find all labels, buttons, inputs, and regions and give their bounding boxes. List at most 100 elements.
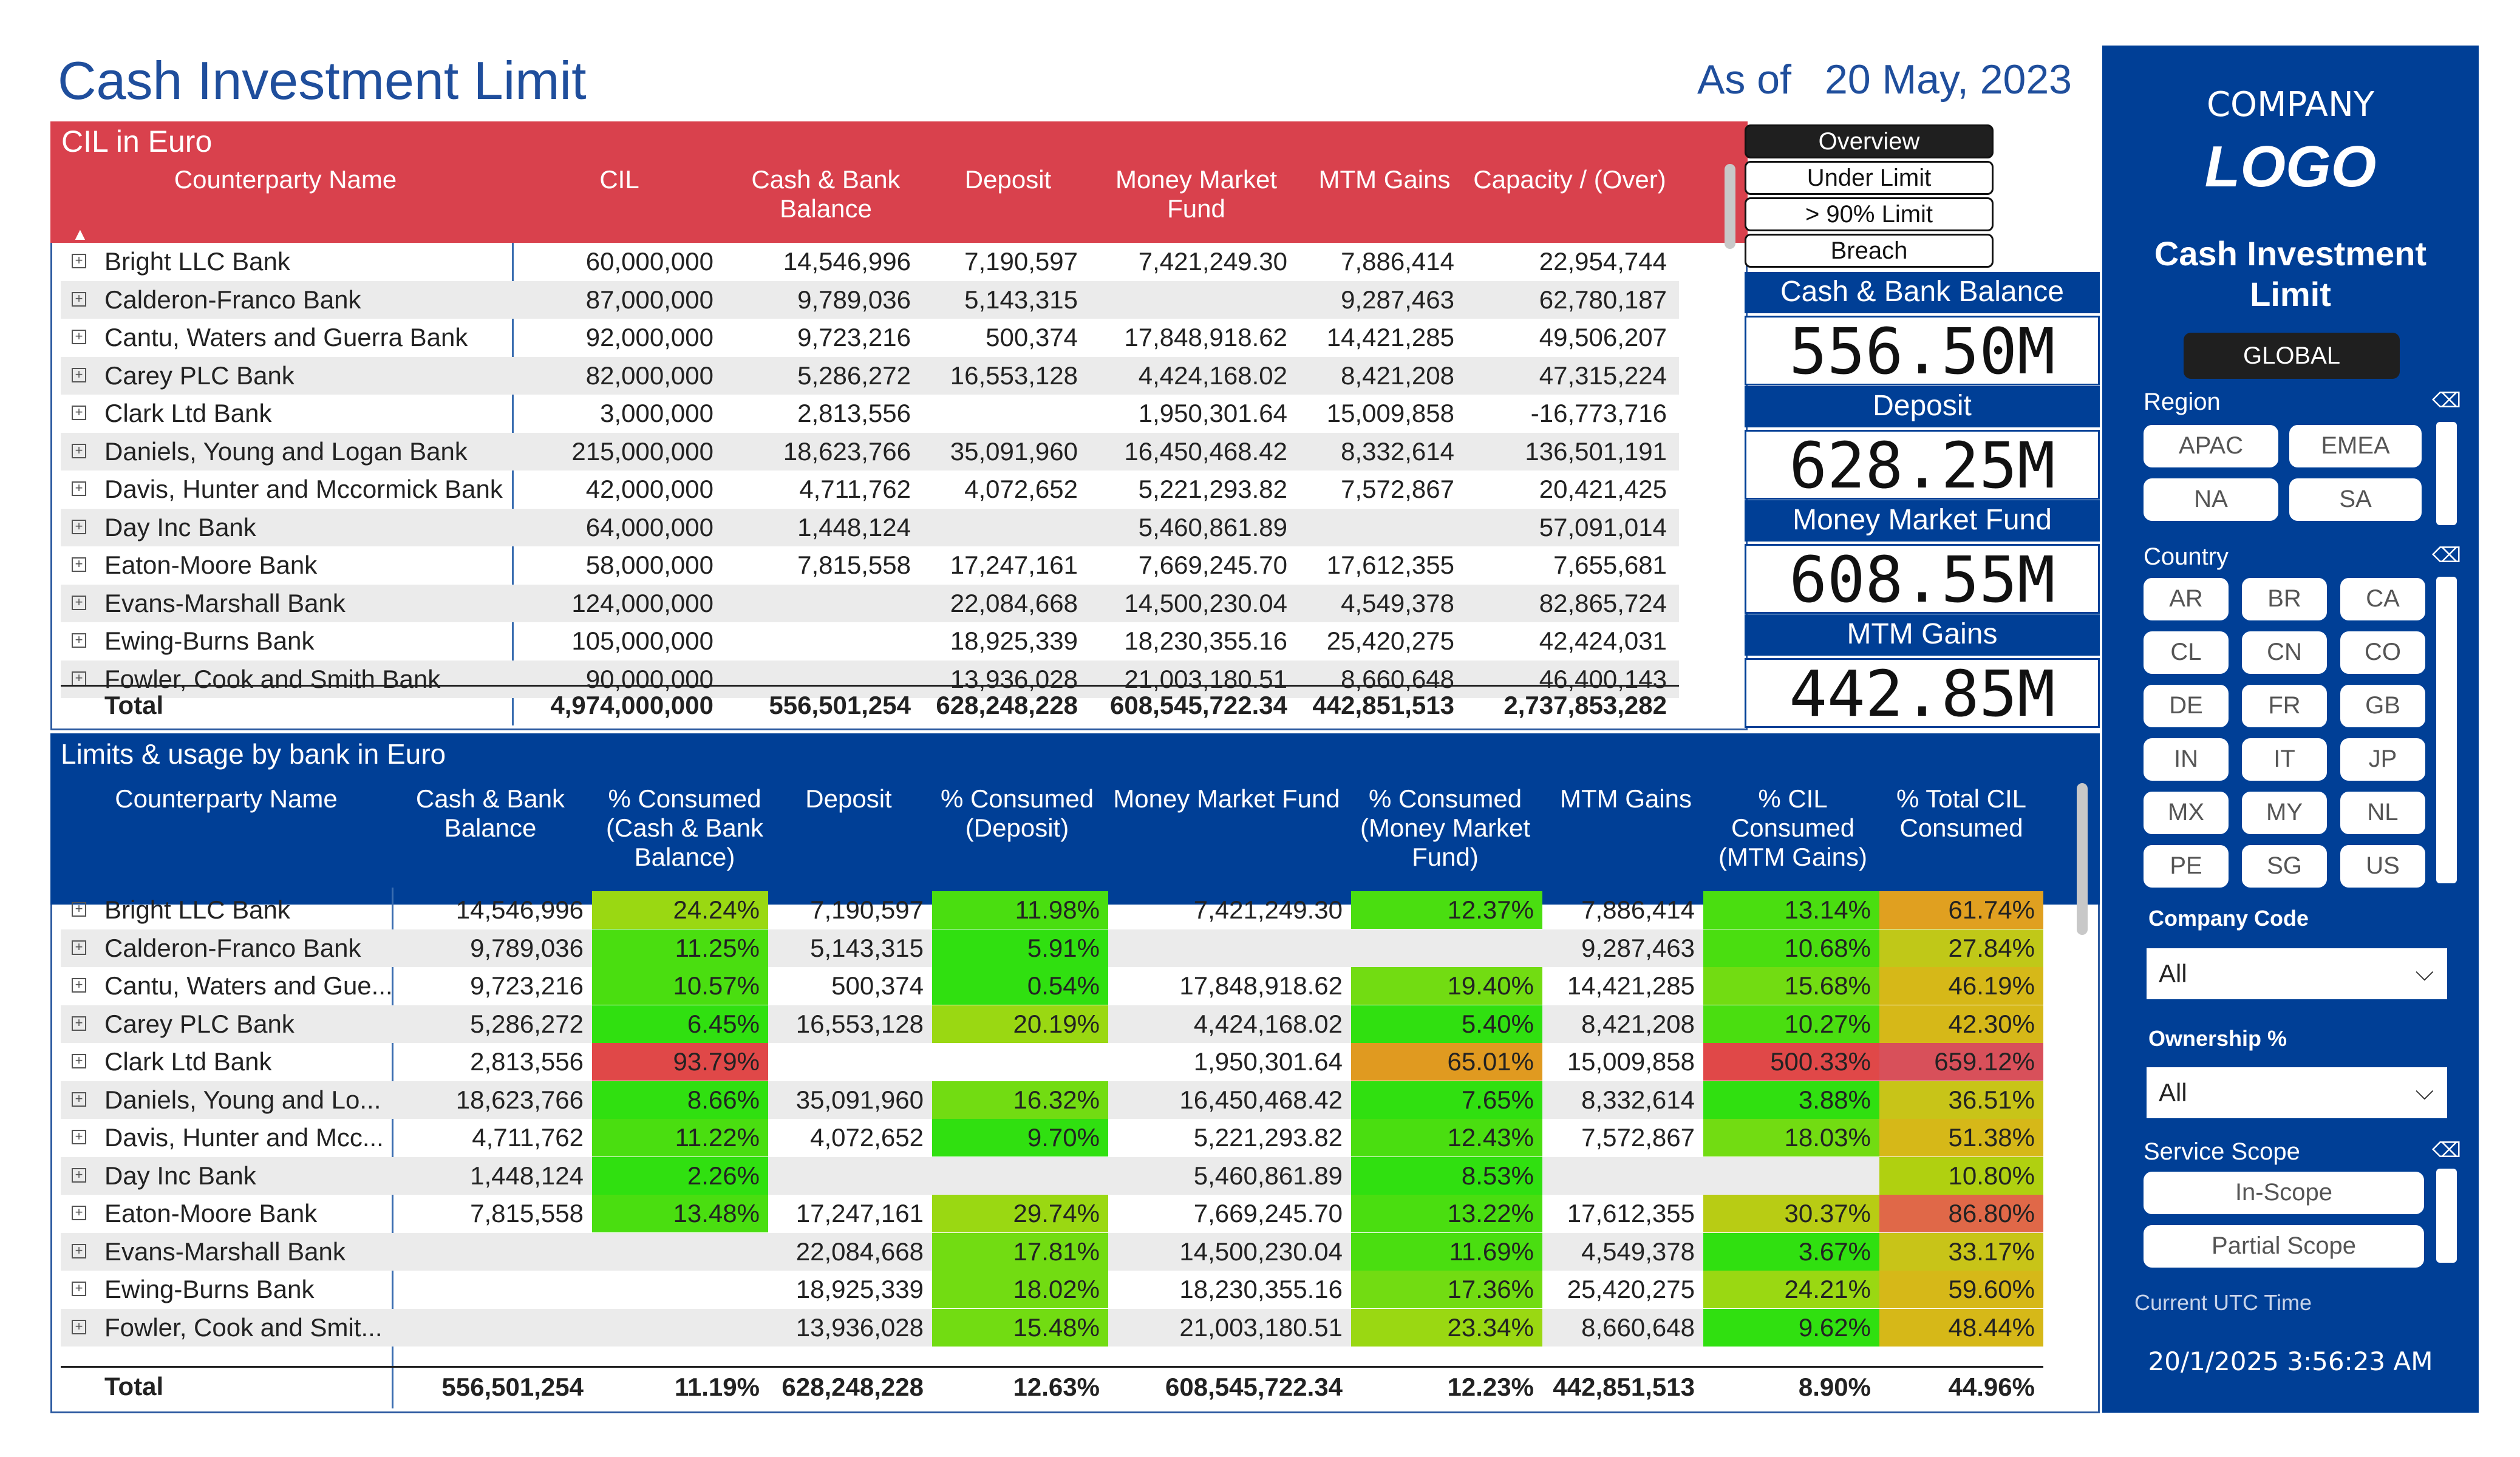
usage-col-header[interactable]: Money Market Fund xyxy=(1113,784,1340,813)
col-capacity[interactable]: Capacity / (Over) xyxy=(1473,165,1666,194)
table-row[interactable] xyxy=(61,280,1679,319)
usage-col-header[interactable]: Deposit xyxy=(805,784,892,813)
expand-icon[interactable]: + xyxy=(72,330,86,344)
usage-col-header[interactable]: MTM Gains xyxy=(1559,784,1692,813)
usage-col-header[interactable]: % Total CIL Consumed xyxy=(1896,784,2026,842)
table-cell: 10.80% xyxy=(1879,1156,2043,1195)
cil-scrollbar[interactable] xyxy=(1725,164,1735,249)
col-mmf[interactable]: Money Market Fund xyxy=(1115,165,1278,223)
eraser-icon[interactable]: ⌫ xyxy=(2432,544,2462,567)
country-option[interactable]: DE xyxy=(2144,685,2229,727)
scope-option[interactable]: In-Scope xyxy=(2144,1172,2424,1214)
scope-option[interactable]: Partial Scope xyxy=(2144,1225,2424,1268)
region-scrollbar[interactable] xyxy=(2436,422,2457,525)
table-cell: 25,420,275 xyxy=(1326,627,1454,655)
usage-col-header[interactable]: % Consumed (Money Market Fund) xyxy=(1360,784,1531,871)
country-option[interactable]: SG xyxy=(2242,845,2327,888)
table-cell: 7,421,249.30 xyxy=(1138,247,1287,276)
expand-icon[interactable]: + xyxy=(72,940,86,955)
col-cil[interactable]: CIL xyxy=(599,165,639,194)
expand-icon[interactable]: + xyxy=(72,557,86,572)
table-row[interactable] xyxy=(61,432,1679,470)
country-option[interactable]: PE xyxy=(2144,845,2229,888)
table-cell: 48.44% xyxy=(1879,1308,2043,1347)
country-option[interactable]: CN xyxy=(2242,631,2327,674)
table-cell xyxy=(1703,1157,1879,1195)
expand-icon[interactable]: + xyxy=(72,1016,86,1031)
expand-icon[interactable]: + xyxy=(72,443,86,458)
eraser-icon[interactable]: ⌫ xyxy=(2432,389,2462,412)
expand-icon[interactable]: + xyxy=(72,671,86,686)
expand-icon[interactable]: + xyxy=(72,1167,86,1183)
country-option[interactable]: IN xyxy=(2144,738,2229,781)
usage-col-header[interactable]: Cash & Bank Balance xyxy=(415,784,565,842)
usage-scrollbar[interactable] xyxy=(2077,783,2088,935)
filter-button[interactable]: Overview xyxy=(1745,124,1994,158)
expand-icon[interactable]: + xyxy=(72,1319,86,1334)
company-code-dropdown[interactable]: All ⌵ xyxy=(2147,948,2447,999)
table-cell: 4,424,168.02 xyxy=(1138,361,1287,390)
table-row[interactable] xyxy=(61,1156,2043,1195)
region-option[interactable]: APAC xyxy=(2144,425,2278,467)
expand-icon[interactable]: + xyxy=(72,481,86,496)
country-option[interactable]: BR xyxy=(2242,578,2327,620)
table-cell: 7,669,245.70 xyxy=(1193,1199,1343,1228)
expand-icon[interactable]: + xyxy=(72,406,86,420)
country-option[interactable]: JP xyxy=(2340,738,2425,781)
usage-col-header[interactable]: Counterparty Name xyxy=(115,784,338,813)
sort-arrow-icon[interactable]: ▲ xyxy=(72,225,89,243)
country-option[interactable]: IT xyxy=(2242,738,2327,781)
region-option[interactable]: EMEA xyxy=(2289,425,2422,467)
table-row[interactable] xyxy=(61,584,1679,622)
col-mtm[interactable]: MTM Gains xyxy=(1318,165,1451,194)
table-row[interactable] xyxy=(61,660,1679,698)
global-button[interactable]: GLOBAL xyxy=(2184,333,2400,379)
filter-button[interactable]: Breach xyxy=(1745,234,1994,268)
expand-icon[interactable]: + xyxy=(72,1054,86,1068)
expand-icon[interactable]: + xyxy=(72,633,86,648)
expand-icon[interactable]: + xyxy=(72,1092,86,1107)
expand-icon[interactable]: + xyxy=(72,1130,86,1144)
country-option[interactable]: CO xyxy=(2340,631,2425,674)
col-cash-bank[interactable]: Cash & Bank Balance xyxy=(751,165,901,223)
expand-icon[interactable]: + xyxy=(72,1206,86,1220)
filter-button[interactable]: > 90% Limit xyxy=(1745,197,1994,231)
usage-col-header[interactable]: % Consumed (Cash & Bank Balance) xyxy=(605,784,764,871)
expand-icon[interactable]: + xyxy=(72,367,86,382)
country-option[interactable]: FR xyxy=(2242,685,2327,727)
table-cell: 9.70% xyxy=(932,1119,1108,1156)
eraser-icon[interactable]: ⌫ xyxy=(2432,1139,2462,1162)
scope-scrollbar[interactable] xyxy=(2436,1169,2457,1263)
table-cell: 7,190,597 xyxy=(810,895,924,924)
expand-icon[interactable]: + xyxy=(72,519,86,534)
filter-button[interactable]: Under Limit xyxy=(1745,161,1994,195)
table-row[interactable] xyxy=(61,508,1679,546)
column-divider xyxy=(392,888,393,1408)
region-option[interactable]: NA xyxy=(2144,478,2278,521)
table-cell xyxy=(592,1309,768,1347)
expand-icon[interactable]: + xyxy=(72,1282,86,1296)
country-option[interactable]: GB xyxy=(2340,685,2425,727)
country-option[interactable]: US xyxy=(2340,845,2425,888)
country-option[interactable]: NL xyxy=(2340,792,2425,834)
usage-col-header[interactable]: % CIL Consumed (MTM Gains) xyxy=(1718,784,1867,871)
expand-icon[interactable]: + xyxy=(72,1243,86,1258)
country-scrollbar[interactable] xyxy=(2436,577,2457,883)
table-row[interactable] xyxy=(61,356,1679,395)
expand-icon[interactable]: + xyxy=(72,902,86,917)
expand-icon[interactable]: + xyxy=(72,595,86,610)
country-option[interactable]: MX xyxy=(2144,792,2229,834)
country-option[interactable]: MY xyxy=(2242,792,2327,834)
country-option[interactable]: CA xyxy=(2340,578,2425,620)
table-cell: 42,424,031 xyxy=(1539,627,1667,655)
country-option[interactable]: AR xyxy=(2144,578,2229,620)
region-option[interactable]: SA xyxy=(2289,478,2422,521)
expand-icon[interactable]: + xyxy=(72,978,86,993)
usage-col-header[interactable]: % Consumed (Deposit) xyxy=(940,784,1094,842)
expand-icon[interactable]: + xyxy=(72,254,86,268)
country-option[interactable]: CL xyxy=(2144,631,2229,674)
ownership-dropdown[interactable]: All ⌵ xyxy=(2147,1067,2447,1118)
col-deposit[interactable]: Deposit xyxy=(964,165,1052,194)
expand-icon[interactable]: + xyxy=(72,291,86,307)
col-counterparty[interactable]: Counterparty Name xyxy=(174,165,397,194)
